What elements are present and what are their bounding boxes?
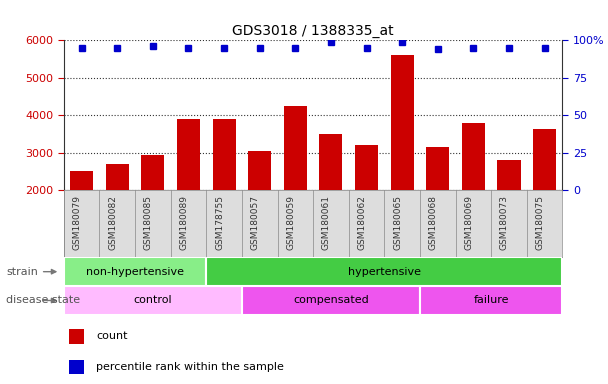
Bar [533, 129, 556, 190]
Bar [242, 286, 420, 315]
Text: GSM180079: GSM180079 [72, 195, 81, 250]
Bar [248, 151, 271, 190]
Text: GSM180062: GSM180062 [358, 195, 367, 250]
Text: GSM180089: GSM180089 [179, 195, 188, 250]
Bar [355, 145, 378, 190]
Bar [497, 160, 520, 190]
Bar [64, 257, 206, 286]
Text: GSM178755: GSM178755 [215, 195, 224, 250]
Text: percentile rank within the sample: percentile rank within the sample [96, 362, 284, 372]
Text: GSM180065: GSM180065 [393, 195, 402, 250]
Text: GSM180073: GSM180073 [500, 195, 509, 250]
Text: GSM180082: GSM180082 [108, 195, 117, 250]
Bar [462, 123, 485, 190]
Text: count: count [96, 331, 128, 341]
Text: strain: strain [6, 266, 38, 277]
Bar [206, 257, 562, 286]
Bar [141, 154, 164, 190]
Bar [69, 329, 84, 344]
Title: GDS3018 / 1388335_at: GDS3018 / 1388335_at [232, 24, 394, 38]
Bar [420, 286, 562, 315]
Bar [426, 147, 449, 190]
Bar [177, 119, 200, 190]
Text: GSM180068: GSM180068 [429, 195, 438, 250]
Text: GSM180075: GSM180075 [536, 195, 545, 250]
Text: failure: failure [474, 295, 509, 306]
Text: GSM180085: GSM180085 [144, 195, 153, 250]
Text: compensated: compensated [293, 295, 369, 306]
Text: GSM180069: GSM180069 [465, 195, 474, 250]
Text: hypertensive: hypertensive [348, 266, 421, 277]
Bar [284, 106, 307, 190]
Text: non-hypertensive: non-hypertensive [86, 266, 184, 277]
Text: GSM180059: GSM180059 [286, 195, 295, 250]
Bar [64, 286, 242, 315]
Bar [106, 164, 129, 190]
Text: control: control [134, 295, 172, 306]
Text: GSM180057: GSM180057 [250, 195, 260, 250]
Bar [390, 55, 413, 190]
Bar [319, 134, 342, 190]
Text: GSM180061: GSM180061 [322, 195, 331, 250]
Text: disease state: disease state [6, 295, 80, 306]
Bar [69, 360, 84, 374]
Bar [213, 119, 236, 190]
Bar [70, 171, 93, 190]
